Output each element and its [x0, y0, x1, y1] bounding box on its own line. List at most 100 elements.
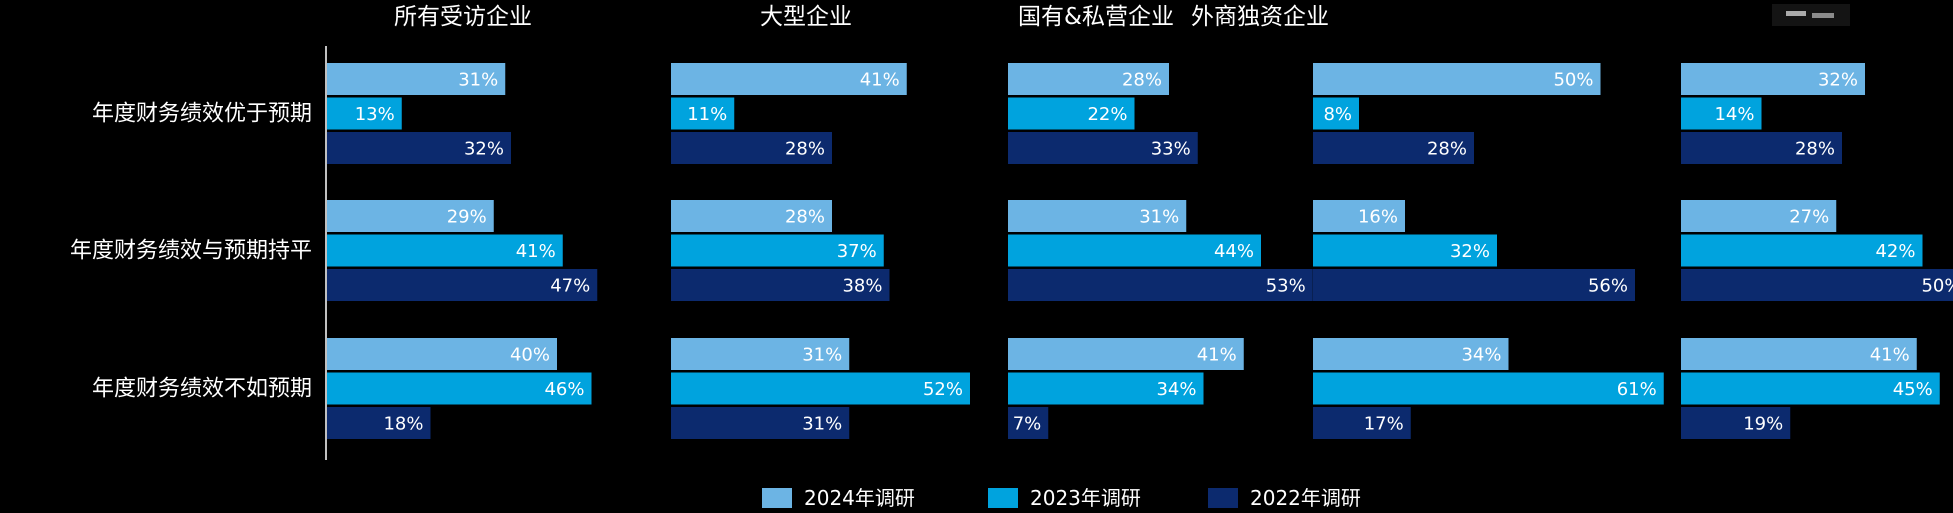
- panel-logo: [1772, 4, 1850, 26]
- data-label: 50%: [1921, 276, 1953, 297]
- data-label: 19%: [1743, 414, 1783, 435]
- bar: [1681, 372, 1940, 405]
- data-label: 11%: [687, 104, 727, 125]
- panel-titles: 所有受访企业 大型企业 国有&私营企业 外商独资企业: [394, 4, 1329, 30]
- data-label: 28%: [1122, 70, 1162, 91]
- panel-title: 国有&私营企业: [1018, 4, 1174, 30]
- bar: [327, 234, 563, 267]
- bar: [327, 338, 557, 370]
- panel-logo-mark: [1812, 13, 1834, 18]
- bar: [1008, 407, 1049, 439]
- data-label: 56%: [1588, 276, 1628, 297]
- data-label: 32%: [1450, 241, 1490, 262]
- bar: [1681, 63, 1865, 95]
- data-label: 34%: [1156, 379, 1196, 400]
- bar: [1313, 372, 1664, 405]
- data-label: 27%: [1789, 207, 1829, 228]
- bar: [1313, 338, 1509, 370]
- bar: [327, 407, 431, 439]
- legend-label: 2024年调研: [804, 486, 915, 510]
- legend-label: 2022年调研: [1250, 486, 1361, 510]
- bar: [671, 200, 832, 232]
- data-label: 32%: [1818, 70, 1858, 91]
- category-label: 年度财务绩效不如预期: [92, 377, 312, 402]
- bar: [327, 97, 402, 130]
- bar: [1681, 234, 1923, 267]
- data-label: 16%: [1358, 207, 1398, 228]
- bar: [1681, 407, 1791, 439]
- bar: [1681, 200, 1837, 232]
- bar: [1681, 269, 1953, 301]
- bar: [1313, 407, 1411, 439]
- legend-swatch: [762, 488, 792, 508]
- data-label: 41%: [516, 241, 556, 262]
- bar: [671, 97, 735, 130]
- data-label: 41%: [1197, 345, 1237, 366]
- data-label: 8%: [1323, 104, 1352, 125]
- data-label: 33%: [1151, 139, 1191, 160]
- data-label: 17%: [1364, 414, 1404, 435]
- data-label: 45%: [1893, 379, 1933, 400]
- data-label: 7%: [1013, 414, 1042, 435]
- panel-logo-mark: [1786, 11, 1806, 16]
- bar: [1313, 97, 1359, 130]
- data-label: 22%: [1087, 104, 1127, 125]
- data-label: 41%: [1870, 345, 1910, 366]
- legend-swatch: [988, 488, 1018, 508]
- bar: [671, 372, 970, 405]
- data-label: 37%: [837, 241, 877, 262]
- bar: [671, 338, 850, 370]
- data-label: 28%: [785, 139, 825, 160]
- bar: [327, 200, 494, 232]
- data-label: 28%: [1795, 139, 1835, 160]
- data-label: 41%: [860, 70, 900, 91]
- bar: [671, 63, 907, 95]
- bars: 31% 29% 40% 13% 41% 46% 32% 47% 18% 41% 28% 31% 11% 3…: [327, 63, 1953, 439]
- bar: [1008, 63, 1169, 95]
- data-label: 31%: [802, 414, 842, 435]
- legend-label: 2023年调研: [1030, 486, 1141, 510]
- data-label: 34%: [1461, 345, 1501, 366]
- bar: [1008, 97, 1135, 130]
- bar: [1008, 234, 1261, 267]
- bar: [671, 269, 890, 301]
- bar: [1313, 132, 1474, 164]
- data-label: 13%: [355, 104, 395, 125]
- data-label: 31%: [1139, 207, 1179, 228]
- legend: 2024年调研 2023年调研 2022年调研: [762, 486, 1361, 510]
- bar: [671, 132, 832, 164]
- bar: [1681, 132, 1842, 164]
- bar: [671, 407, 850, 439]
- data-label: 52%: [923, 379, 963, 400]
- data-label: 31%: [458, 70, 498, 91]
- data-label: 50%: [1553, 70, 1593, 91]
- data-label: 44%: [1214, 241, 1254, 262]
- legend-swatch: [1208, 488, 1238, 508]
- bar: [1008, 372, 1204, 405]
- bar: [671, 234, 884, 267]
- data-label: 31%: [802, 345, 842, 366]
- data-label: 42%: [1875, 241, 1915, 262]
- data-label: 61%: [1617, 379, 1657, 400]
- data-label: 18%: [383, 414, 423, 435]
- category-label: 年度财务绩效与预期持平: [70, 239, 312, 264]
- bar: [1008, 200, 1187, 232]
- panel-title: 大型企业: [760, 4, 852, 30]
- bar: [1681, 338, 1917, 370]
- data-label: 28%: [1427, 139, 1467, 160]
- bar: [1313, 200, 1405, 232]
- bar: [1313, 234, 1497, 267]
- bar: [327, 132, 511, 164]
- data-label: 40%: [510, 345, 550, 366]
- bar: [1313, 269, 1635, 301]
- panel-title: 所有受访企业: [394, 4, 532, 30]
- bar: [327, 269, 598, 301]
- data-label: 47%: [550, 276, 590, 297]
- bar: [1681, 97, 1762, 130]
- bar: [1313, 63, 1601, 95]
- data-label: 53%: [1266, 276, 1306, 297]
- panel-logo-image: [1772, 4, 1850, 26]
- category-label: 年度财务绩效优于预期: [92, 102, 312, 127]
